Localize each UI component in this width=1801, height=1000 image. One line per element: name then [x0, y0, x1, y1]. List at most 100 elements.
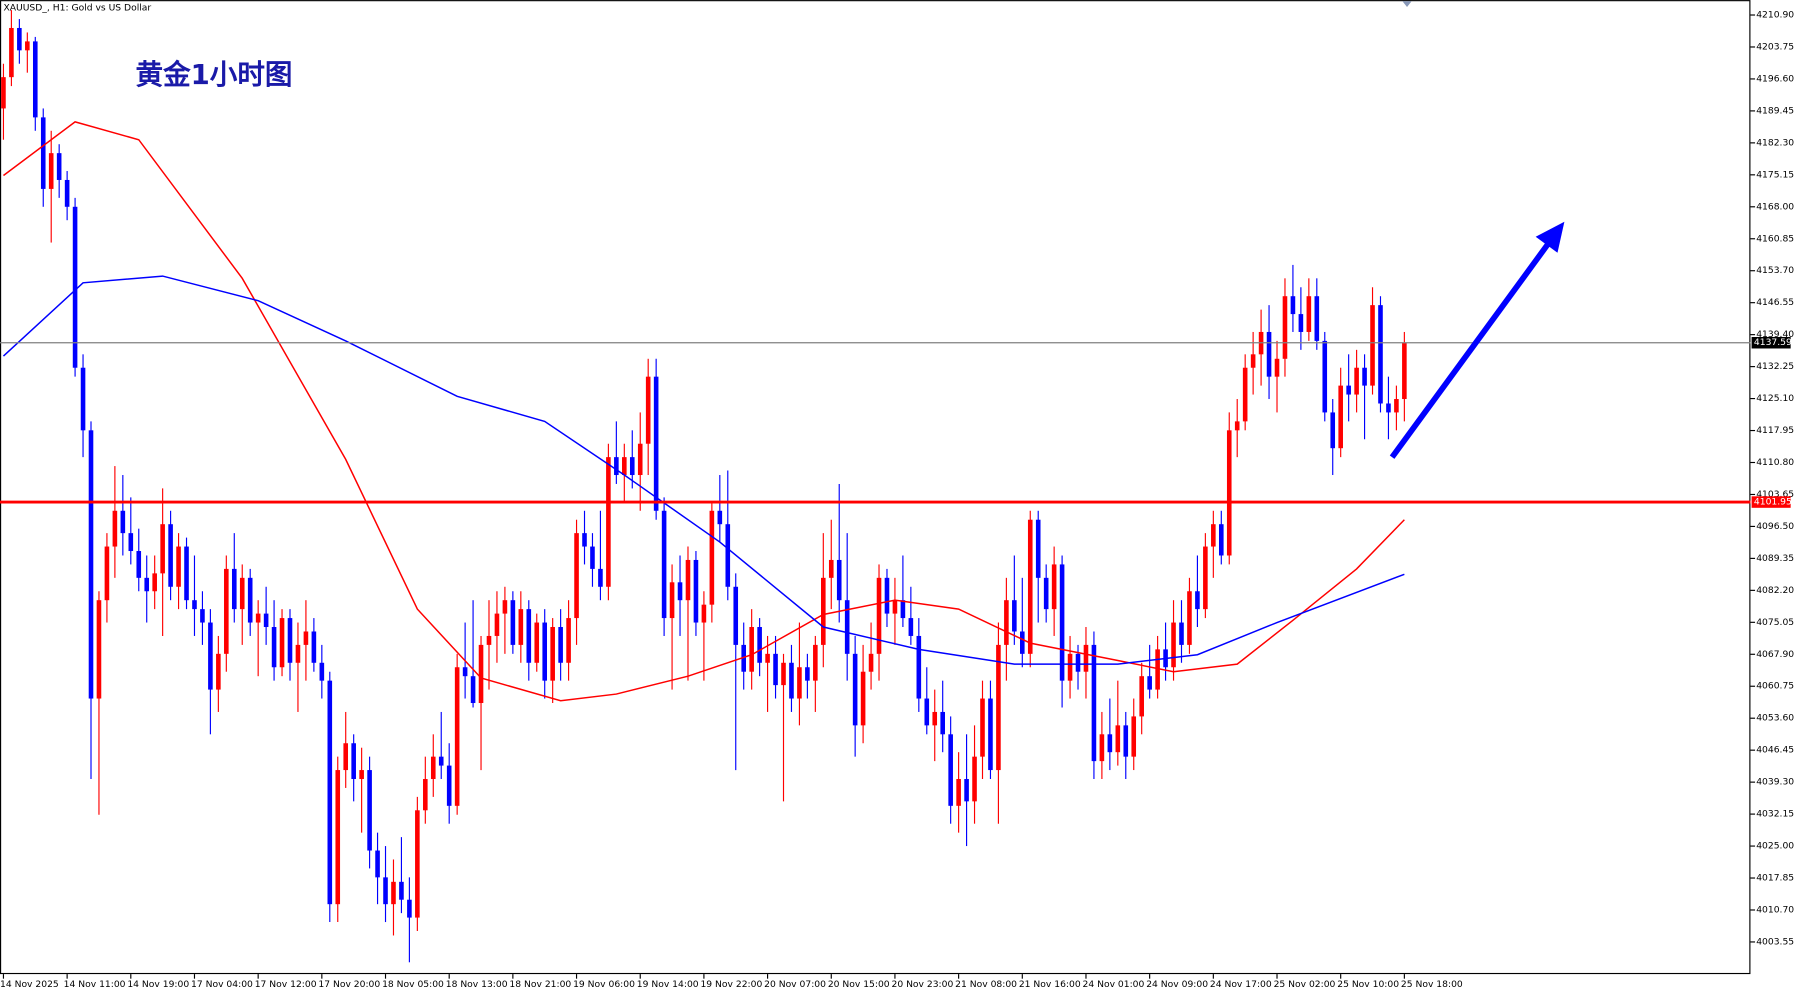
- candle-body: [208, 622, 213, 690]
- candle-body: [614, 457, 619, 476]
- candle-body: [200, 609, 205, 623]
- candle-body: [1155, 649, 1160, 690]
- candle-body: [1370, 305, 1375, 386]
- y-tick-label: 4082.20: [1756, 585, 1794, 596]
- arrow-head: [1535, 221, 1565, 253]
- x-tick-label: 14 Nov 2025: [0, 979, 59, 990]
- y-tick-label: 4146.55: [1756, 297, 1794, 308]
- candle-body: [1195, 591, 1200, 610]
- candle-body: [120, 510, 126, 534]
- candle-body: [534, 622, 540, 663]
- candle-body: [1386, 403, 1391, 413]
- x-tick-label: 17 Nov 20:00: [318, 979, 380, 990]
- candle-body: [96, 600, 102, 699]
- candle-body: [980, 698, 985, 757]
- y-tick-label: 4189.45: [1756, 105, 1794, 116]
- x-tick-label: 19 Nov 06:00: [573, 979, 635, 990]
- x-tick-label: 25 Nov 18:00: [1401, 979, 1463, 990]
- y-tick-label: 4075.05: [1756, 617, 1794, 628]
- y-tick-label: 4139.40: [1756, 329, 1794, 340]
- candle-body: [1099, 734, 1105, 762]
- price-tag-label: 4101.95: [1754, 497, 1792, 508]
- candle-body: [1290, 296, 1296, 315]
- annotation: 黄金1小时图: [136, 59, 293, 91]
- candle-body: [749, 627, 754, 672]
- candle-body: [1, 77, 6, 109]
- candle-body: [351, 743, 356, 780]
- candle-body: [415, 810, 420, 918]
- candle-body: [40, 117, 46, 189]
- y-tick-label: 4032.15: [1756, 809, 1794, 820]
- candle-body: [1362, 367, 1367, 386]
- candle-body: [176, 546, 181, 587]
- x-tick-label: 24 Nov 09:00: [1146, 979, 1208, 990]
- y-tick-label: 4175.15: [1756, 169, 1794, 180]
- price-tag-label: 4137.59: [1754, 337, 1792, 348]
- x-tick-label: 25 Nov 10:00: [1337, 979, 1399, 990]
- candle-body: [860, 671, 866, 726]
- candle-body: [112, 510, 118, 547]
- candle-body: [192, 600, 197, 610]
- candle-body: [1378, 305, 1383, 404]
- candle-body: [399, 881, 404, 900]
- candle-body: [56, 153, 62, 180]
- candle-body: [757, 627, 762, 663]
- candle-body: [1402, 342, 1407, 400]
- y-tick-label: 4103.65: [1756, 489, 1794, 500]
- candle-body: [677, 582, 683, 601]
- candle-body: [1147, 676, 1152, 690]
- candle-body: [900, 600, 906, 619]
- candle-body: [1043, 577, 1049, 610]
- x-tick-label: 17 Nov 04:00: [191, 979, 253, 990]
- candle-body: [1274, 358, 1280, 377]
- candle-body: [1083, 644, 1089, 672]
- candle-body: [128, 533, 134, 552]
- candle-body: [48, 153, 54, 189]
- candle-body: [391, 881, 396, 905]
- candle-body: [892, 600, 898, 614]
- candle-body: [1107, 734, 1113, 753]
- x-tick-label: 20 Nov 15:00: [828, 979, 890, 990]
- candle-body: [781, 662, 786, 686]
- candle-body: [876, 577, 882, 654]
- candle-body: [606, 457, 611, 587]
- candle-body: [1187, 591, 1192, 645]
- y-tick-label: 4025.00: [1756, 841, 1794, 852]
- y-tick-label: 4132.25: [1756, 361, 1794, 372]
- candle-body: [231, 568, 237, 610]
- candle-body: [1282, 296, 1288, 359]
- chart-title: XAUUSD_, H1: Gold vs US Dollar: [3, 3, 151, 14]
- shift-marker: [1402, 1, 1412, 7]
- candle-body: [1067, 653, 1073, 681]
- candle-body: [478, 644, 484, 704]
- y-tick-label: 4060.75: [1756, 681, 1794, 692]
- candle-body: [669, 582, 675, 619]
- candle-body: [1242, 367, 1248, 422]
- candle-body: [1171, 622, 1176, 668]
- y-tick-label: 4053.60: [1756, 713, 1794, 724]
- candle-body: [72, 206, 78, 368]
- marks: [0, 10, 1751, 963]
- candle-body: [1338, 385, 1343, 449]
- candle-body: [88, 430, 94, 699]
- y-tick-label: 4160.85: [1756, 233, 1794, 244]
- candle-body: [1211, 524, 1216, 547]
- candle-body: [486, 635, 492, 645]
- y-tick-label: 4110.80: [1756, 457, 1794, 468]
- candle-body: [263, 613, 269, 628]
- candle-body: [17, 27, 22, 51]
- candle-body: [956, 779, 961, 806]
- candle-body: [709, 510, 715, 605]
- candle-body: [271, 627, 277, 668]
- y-tick-label: 4003.55: [1756, 936, 1794, 947]
- candle-body: [303, 631, 309, 645]
- candle-body: [773, 653, 778, 686]
- candle-body: [693, 559, 699, 623]
- moving-average: [2, 275, 1405, 665]
- candle-body: [407, 899, 412, 918]
- candle-body: [510, 600, 516, 645]
- candle-body: [160, 524, 165, 574]
- candle-body: [637, 443, 643, 476]
- candle-body: [1203, 546, 1208, 610]
